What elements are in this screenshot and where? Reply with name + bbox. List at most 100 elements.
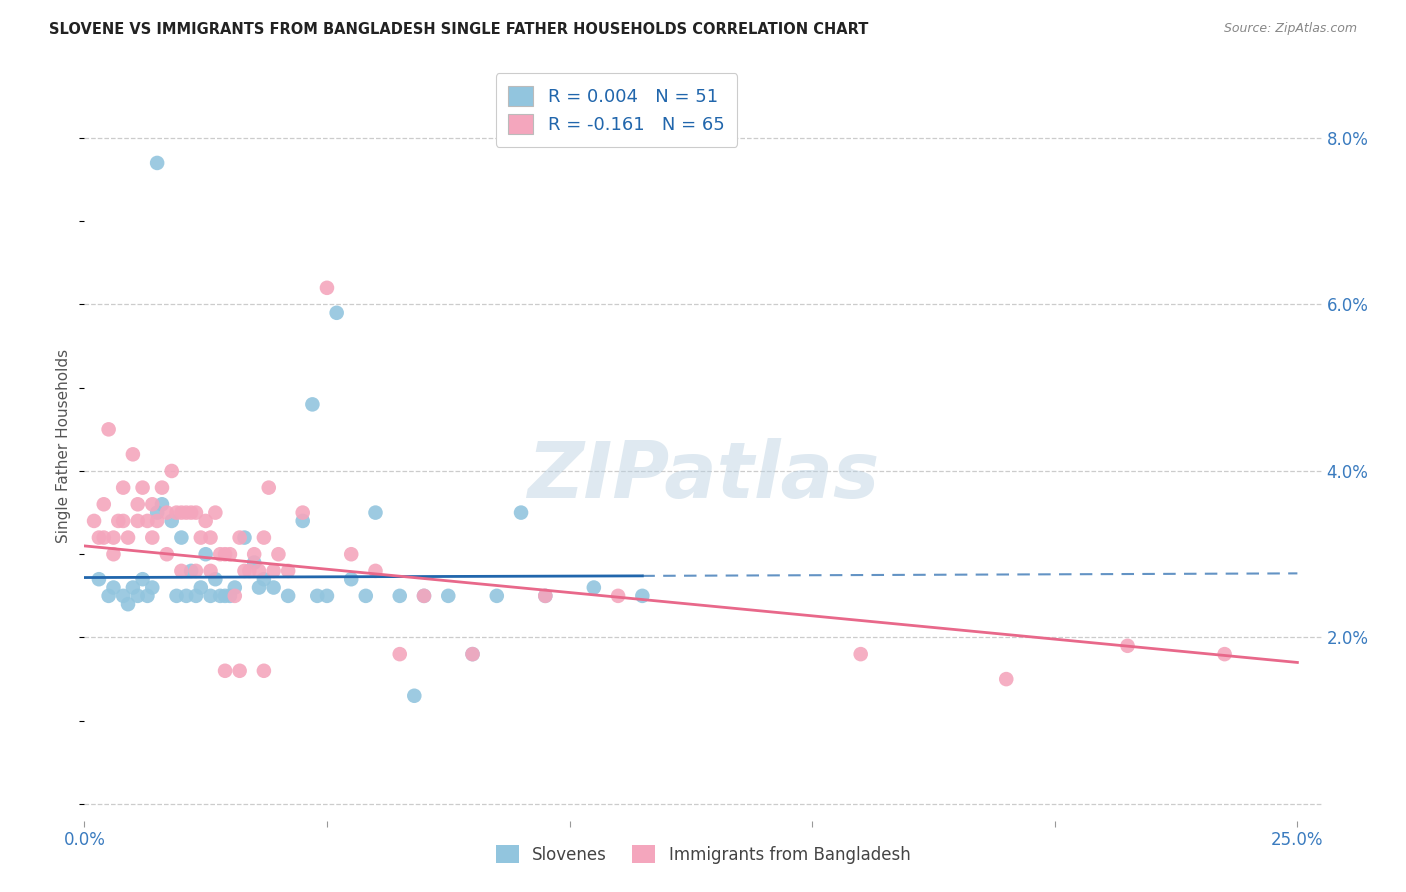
Point bbox=[233, 564, 256, 578]
Point bbox=[247, 581, 270, 595]
Point bbox=[413, 589, 436, 603]
Point bbox=[582, 581, 605, 595]
Point bbox=[214, 547, 236, 561]
Point bbox=[228, 664, 250, 678]
Y-axis label: Single Father Households: Single Father Households bbox=[56, 349, 72, 543]
Point bbox=[200, 531, 222, 545]
Point bbox=[112, 589, 135, 603]
Legend: R = 0.004   N = 51, R = -0.161   N = 65: R = 0.004 N = 51, R = -0.161 N = 65 bbox=[495, 73, 737, 147]
Point bbox=[87, 572, 110, 586]
Point bbox=[141, 581, 163, 595]
Point bbox=[103, 531, 125, 545]
Point bbox=[180, 506, 202, 520]
Point bbox=[209, 547, 232, 561]
Point bbox=[238, 564, 260, 578]
Point bbox=[325, 306, 347, 320]
Point bbox=[1116, 639, 1139, 653]
Point bbox=[127, 514, 149, 528]
Point bbox=[150, 497, 173, 511]
Point bbox=[184, 589, 207, 603]
Point bbox=[233, 531, 256, 545]
Point bbox=[122, 581, 145, 595]
Point bbox=[117, 597, 139, 611]
Point bbox=[184, 506, 207, 520]
Point bbox=[131, 572, 153, 586]
Point bbox=[388, 589, 411, 603]
Point bbox=[87, 531, 110, 545]
Point bbox=[995, 672, 1018, 686]
Point bbox=[180, 564, 202, 578]
Point bbox=[170, 531, 193, 545]
Point bbox=[291, 506, 314, 520]
Point bbox=[190, 531, 212, 545]
Point bbox=[194, 547, 217, 561]
Point bbox=[214, 589, 236, 603]
Point bbox=[107, 514, 129, 528]
Point bbox=[263, 581, 285, 595]
Point bbox=[301, 397, 323, 411]
Point bbox=[247, 564, 270, 578]
Point bbox=[141, 531, 163, 545]
Point bbox=[253, 531, 276, 545]
Point bbox=[146, 506, 169, 520]
Point bbox=[534, 589, 557, 603]
Point bbox=[267, 547, 290, 561]
Point bbox=[316, 281, 339, 295]
Point bbox=[112, 514, 135, 528]
Point bbox=[146, 156, 169, 170]
Point bbox=[156, 506, 179, 520]
Point bbox=[103, 547, 125, 561]
Text: ZIPatlas: ZIPatlas bbox=[527, 438, 879, 514]
Point bbox=[131, 481, 153, 495]
Point bbox=[219, 589, 242, 603]
Text: Source: ZipAtlas.com: Source: ZipAtlas.com bbox=[1223, 22, 1357, 36]
Point bbox=[166, 506, 188, 520]
Point bbox=[340, 572, 363, 586]
Point bbox=[257, 481, 280, 495]
Point bbox=[146, 514, 169, 528]
Point bbox=[127, 589, 149, 603]
Point bbox=[228, 531, 250, 545]
Point bbox=[214, 664, 236, 678]
Point bbox=[184, 564, 207, 578]
Point bbox=[354, 589, 377, 603]
Point bbox=[93, 531, 115, 545]
Point bbox=[204, 506, 226, 520]
Point bbox=[413, 589, 436, 603]
Point bbox=[291, 514, 314, 528]
Point bbox=[461, 647, 484, 661]
Point bbox=[174, 506, 197, 520]
Point bbox=[160, 514, 183, 528]
Point bbox=[219, 547, 242, 561]
Point bbox=[243, 556, 266, 570]
Point bbox=[437, 589, 460, 603]
Point bbox=[404, 689, 426, 703]
Point bbox=[510, 506, 533, 520]
Point bbox=[170, 564, 193, 578]
Point bbox=[136, 514, 159, 528]
Point bbox=[122, 447, 145, 461]
Point bbox=[127, 497, 149, 511]
Point bbox=[534, 589, 557, 603]
Point bbox=[83, 514, 105, 528]
Point bbox=[364, 506, 387, 520]
Point bbox=[607, 589, 630, 603]
Point bbox=[849, 647, 872, 661]
Point bbox=[388, 647, 411, 661]
Point bbox=[174, 589, 197, 603]
Point bbox=[166, 589, 188, 603]
Legend: Slovenes, Immigrants from Bangladesh: Slovenes, Immigrants from Bangladesh bbox=[489, 838, 917, 871]
Point bbox=[209, 589, 232, 603]
Point bbox=[224, 581, 246, 595]
Point bbox=[253, 572, 276, 586]
Point bbox=[1213, 647, 1236, 661]
Point bbox=[136, 589, 159, 603]
Point bbox=[200, 564, 222, 578]
Point bbox=[170, 506, 193, 520]
Text: SLOVENE VS IMMIGRANTS FROM BANGLADESH SINGLE FATHER HOUSEHOLDS CORRELATION CHART: SLOVENE VS IMMIGRANTS FROM BANGLADESH SI… bbox=[49, 22, 869, 37]
Point bbox=[277, 564, 299, 578]
Point bbox=[224, 589, 246, 603]
Point bbox=[364, 564, 387, 578]
Point bbox=[307, 589, 329, 603]
Point bbox=[141, 497, 163, 511]
